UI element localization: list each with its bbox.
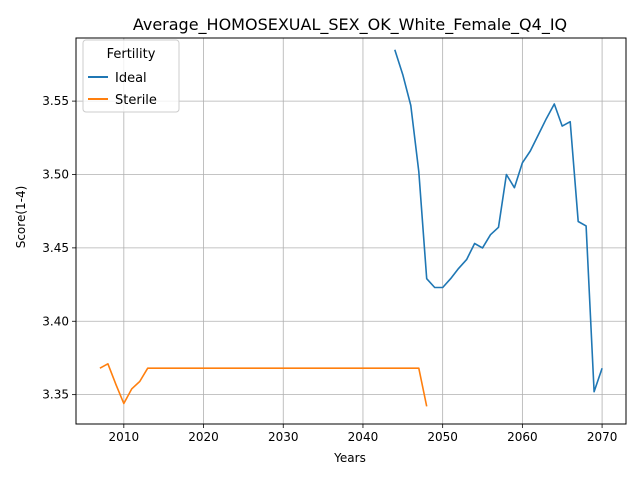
x-tick-label: 2010 <box>109 430 140 444</box>
x-tick-label: 2040 <box>348 430 379 444</box>
plot-frame <box>75 37 627 425</box>
legend-box <box>82 39 180 113</box>
x-tick-label: 2020 <box>188 430 219 444</box>
x-tick-label: 2060 <box>507 430 538 444</box>
y-tick-label: 3.35 <box>42 388 69 402</box>
y-axis-label: Score(1-4) <box>14 186 28 249</box>
y-tick-label: 3.55 <box>42 94 69 108</box>
x-axis-label: Years <box>333 451 366 465</box>
chart-title: Average_HOMOSEXUAL_SEX_OK_White_Female_Q… <box>133 15 567 35</box>
y-tick-label: 3.45 <box>42 241 69 255</box>
legend-title: Fertility <box>107 47 156 62</box>
y-tick-label: 3.40 <box>42 314 69 328</box>
x-tick-label: 2030 <box>268 430 299 444</box>
x-tick-label: 2050 <box>427 430 458 444</box>
series-line-sterile <box>99 362 428 407</box>
axis-ticks: 2010 2020 2030 2040 2050 2060 2070 3.35 3.40 3.45… <box>42 94 617 444</box>
series-lines <box>99 49 603 407</box>
series-line-ideal <box>394 49 603 393</box>
legend-label-sterile: Sterile <box>115 93 157 108</box>
legend-label-ideal: Ideal <box>115 71 147 86</box>
legend: Fertility Ideal Sterile <box>82 39 180 113</box>
y-tick-label: 3.50 <box>42 167 69 181</box>
x-tick-label: 2070 <box>587 430 618 444</box>
